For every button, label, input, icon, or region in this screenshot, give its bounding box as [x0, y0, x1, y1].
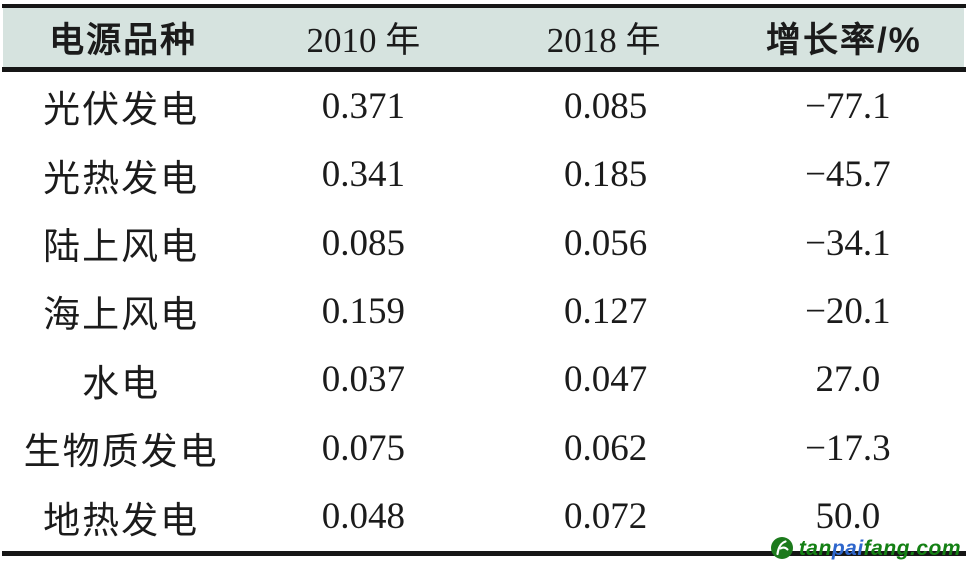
table-row: 陆上风电 0.085 0.056 −34.1	[0, 209, 969, 277]
row-label: 水电	[82, 363, 161, 405]
row-label: 光伏发电	[43, 90, 200, 132]
table-row: 生物质发电 0.075 0.062 −17.3	[0, 414, 969, 482]
watermark-text-part: fang.com	[863, 536, 961, 560]
watermark-text-part: tan	[798, 536, 832, 560]
column-header-growth-rate: 增长率/%	[765, 21, 922, 60]
row-label: 海上风电	[43, 295, 200, 337]
table-top-border	[2, 4, 966, 8]
value-growth: −77.1	[805, 85, 891, 127]
value-growth: −20.1	[805, 290, 891, 332]
value-2010: 0.371	[321, 85, 405, 127]
table-body: 光伏发电 0.371 0.085 −77.1 光热发电 0.341 0.185 …	[0, 72, 969, 551]
table-row: 水电 0.037 0.047 27.0	[0, 346, 969, 414]
column-header-source-type: 电源品种	[49, 21, 198, 60]
tanpaifang-logo-icon	[770, 537, 793, 559]
value-2010: 0.048	[321, 496, 405, 538]
column-header-2018: 2018 年	[546, 21, 661, 60]
row-label: 陆上风电	[43, 227, 200, 269]
value-2010: 0.037	[321, 359, 405, 401]
value-2018: 0.062	[564, 427, 648, 469]
watermark: tanpaifang.com	[770, 536, 961, 560]
table-row: 光热发电 0.341 0.185 −45.7	[0, 140, 969, 208]
table-row: 海上风电 0.159 0.127 −20.1	[0, 277, 969, 345]
value-growth: −34.1	[805, 222, 891, 264]
value-2018: 0.085	[564, 85, 648, 127]
table-row: 地热发电 0.048 0.072 50.0	[0, 483, 969, 551]
value-2018: 0.047	[564, 359, 648, 401]
row-label: 地热发电	[43, 500, 200, 542]
watermark-text: tanpaifang.com	[799, 538, 961, 559]
value-2018: 0.185	[564, 154, 648, 196]
value-2010: 0.075	[321, 427, 405, 469]
row-label: 生物质发电	[23, 432, 219, 474]
value-2010: 0.341	[321, 154, 405, 196]
watermark-text-part: pai	[831, 536, 864, 560]
table-row: 光伏发电 0.371 0.085 −77.1	[0, 72, 969, 140]
value-2018: 0.056	[564, 222, 648, 264]
value-2018: 0.127	[564, 290, 648, 332]
value-growth: −17.3	[805, 427, 891, 469]
row-label: 光热发电	[43, 158, 200, 200]
value-2010: 0.085	[321, 222, 405, 264]
table-header-divider	[2, 67, 966, 72]
value-growth: 27.0	[815, 359, 881, 401]
table-bottom-border	[2, 551, 966, 556]
column-header-2010: 2010 年	[306, 21, 421, 60]
value-growth: −45.7	[805, 154, 891, 196]
value-2018: 0.072	[564, 496, 648, 538]
value-2010: 0.159	[321, 290, 405, 332]
value-growth: 50.0	[815, 496, 881, 538]
table-header-row: 电源品种 2010 年 2018 年 增长率/%	[3, 8, 964, 67]
